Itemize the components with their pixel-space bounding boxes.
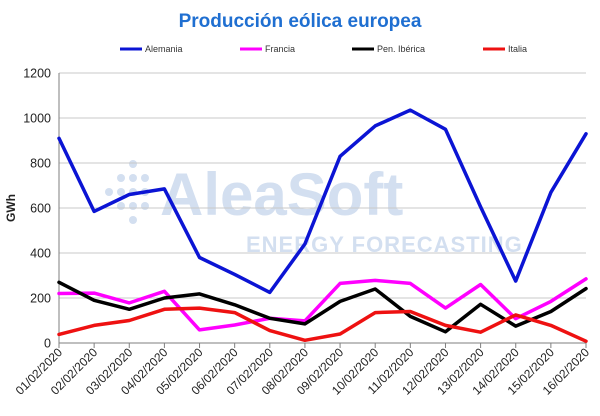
y-axis-label: GWh [4,194,18,222]
y-tick-label: 1200 [23,67,51,81]
y-tick-label: 400 [30,247,51,261]
y-tick-label: 800 [30,157,51,171]
y-tick-label: 600 [30,202,51,216]
y-tick-label: 200 [30,292,51,306]
legend-label: Francia [265,44,295,54]
chart-title: Producción eólica europea [179,11,422,32]
x-ticks: 01/02/202002/02/202003/02/202004/02/2020… [13,343,592,398]
series-lines [57,108,588,343]
series-line-2 [57,280,588,334]
legend-label: Italia [508,44,527,54]
y-tick-label: 1000 [23,112,51,126]
axes [58,73,586,344]
legend-label: Alemania [145,44,183,54]
series-line-3 [57,306,588,343]
y-ticks: 0 200 400 600 800 1000 1200 [23,67,51,351]
legend: Alemania Francia Pen. Ibérica Italia [120,44,527,54]
series-line-1 [57,277,588,332]
legend-label: Pen. Ibérica [377,44,425,54]
watermark-brand: AleaSoft [160,161,403,228]
series-line-0 [57,108,588,295]
y-tick-label: 0 [44,337,51,351]
